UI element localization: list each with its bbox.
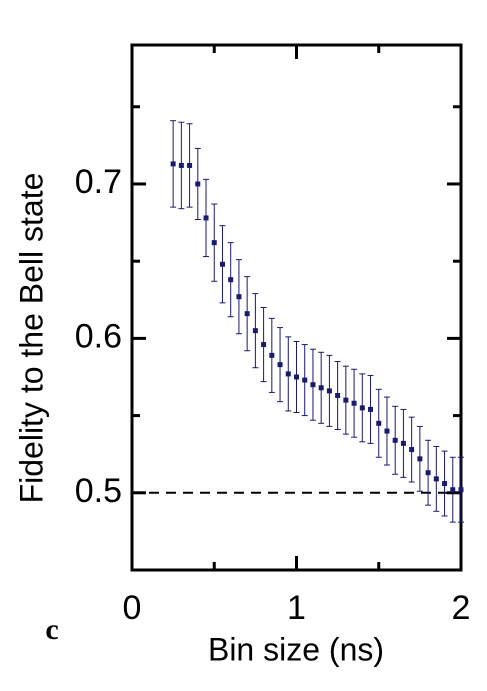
point: [170, 161, 176, 167]
point: [392, 437, 398, 443]
point: [285, 371, 291, 377]
point: [384, 428, 390, 434]
plot-frame: [130, 43, 463, 572]
point: [376, 420, 382, 426]
point: [400, 440, 406, 446]
point: [219, 261, 225, 267]
point: [187, 162, 193, 168]
point: [417, 456, 423, 462]
y-tick-label: 0.5: [75, 472, 122, 510]
x-tick-label: 2: [452, 589, 471, 627]
point: [433, 476, 439, 482]
x-axis-label: Bin size (ns): [208, 631, 384, 667]
point: [318, 385, 324, 391]
point: [310, 382, 316, 388]
point: [359, 405, 365, 411]
point: [261, 342, 267, 348]
point: [343, 397, 349, 403]
point: [203, 215, 209, 221]
point: [425, 470, 431, 476]
panel-label: c: [45, 613, 58, 646]
point: [294, 374, 299, 380]
point: [269, 352, 275, 358]
point: [211, 240, 217, 246]
x-tick-label: 1: [287, 589, 306, 627]
point: [228, 277, 234, 283]
point: [252, 328, 258, 334]
y-tick-label: 0.6: [75, 317, 122, 355]
point: [302, 377, 308, 383]
point: [326, 388, 332, 394]
point: [236, 294, 242, 300]
x-tick-label: 0: [123, 589, 142, 627]
point: [409, 447, 415, 453]
y-tick-label: 0.7: [75, 163, 122, 201]
point: [277, 362, 283, 368]
point: [244, 311, 250, 317]
point: [195, 181, 201, 187]
point: [335, 393, 341, 399]
point: [442, 481, 448, 487]
point: [178, 162, 184, 168]
point: [450, 487, 456, 493]
point: [458, 487, 464, 493]
y-axis-label: Fidelity to the Bell state: [13, 173, 49, 504]
point: [351, 400, 357, 406]
point: [368, 406, 374, 412]
